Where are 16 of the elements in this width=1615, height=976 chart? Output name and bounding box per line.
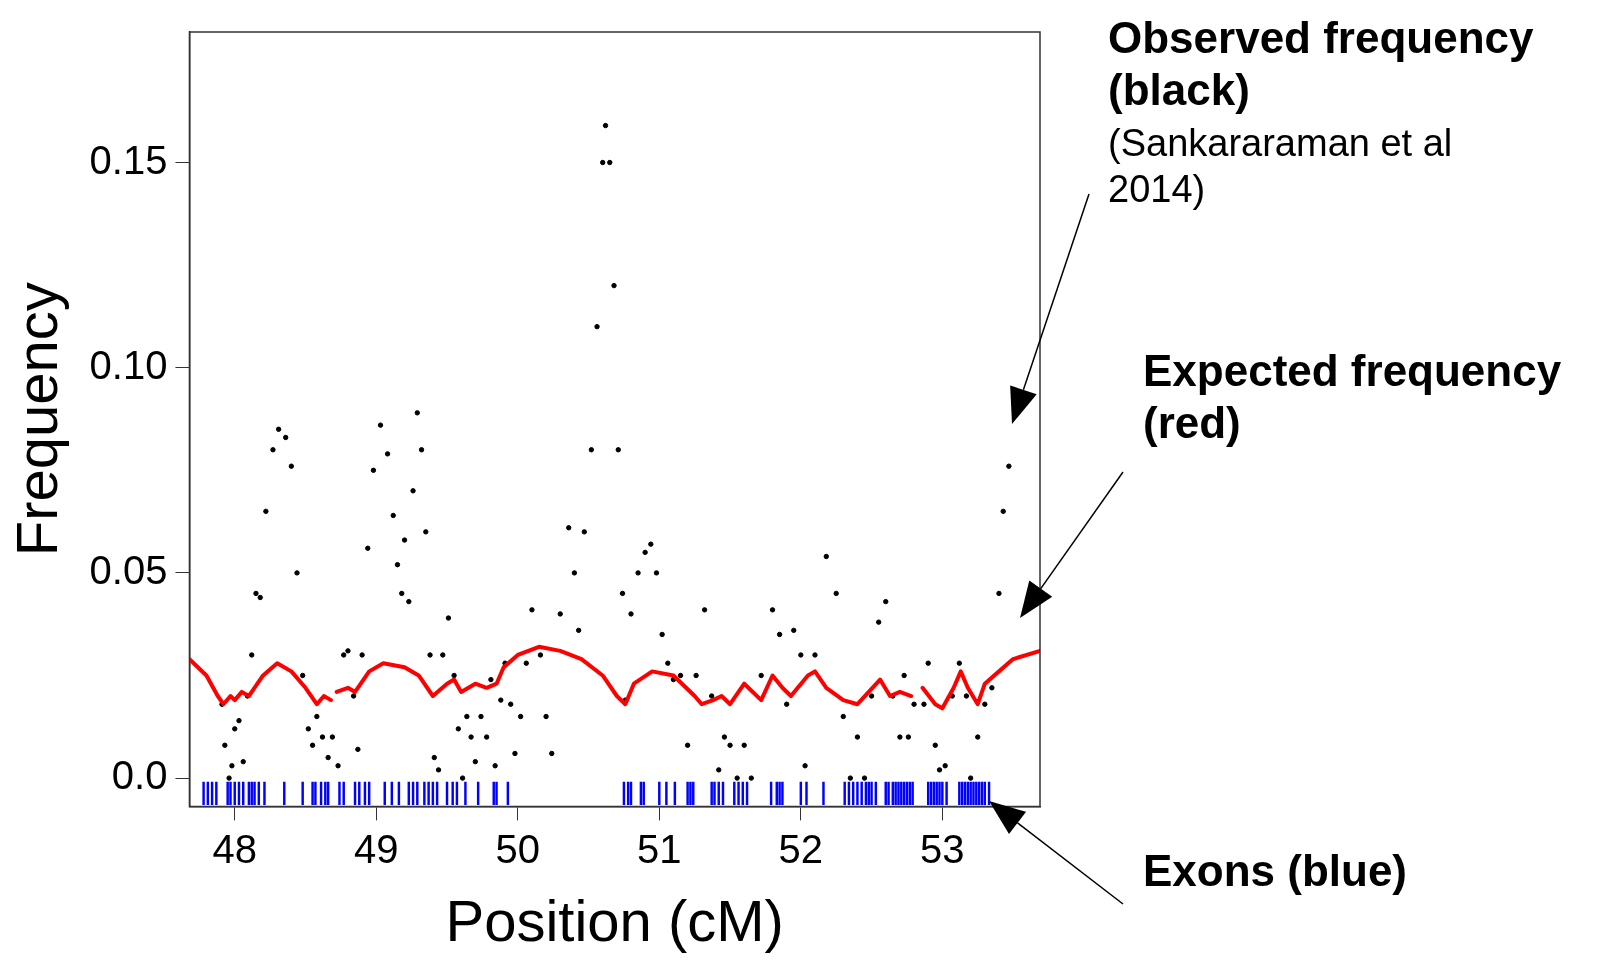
x-tick-label: 51 [637,827,682,872]
text: Exons (blue) [1143,845,1409,897]
y-tick-label: 0.0 [111,753,168,798]
x-tick-label: 49 [354,827,399,872]
y-tick-label: 0.15 [89,137,168,182]
x-axis-title: Position (cM) [445,888,784,954]
y-axis-title: Frequency [3,282,69,557]
y-tick-label: 0.05 [89,547,168,592]
text: (Sankararaman et al 2014) [1108,121,1454,212]
x-tick-label: 53 [920,827,965,872]
text: Observed frequency (black) [1108,12,1535,116]
y-tick-label: 0.10 [89,342,168,387]
x-tick-label: 50 [495,827,541,872]
x-tick-label: 48 [212,827,257,872]
text: Expected frequency (red) [1143,345,1563,449]
x-tick-label: 52 [778,827,824,872]
